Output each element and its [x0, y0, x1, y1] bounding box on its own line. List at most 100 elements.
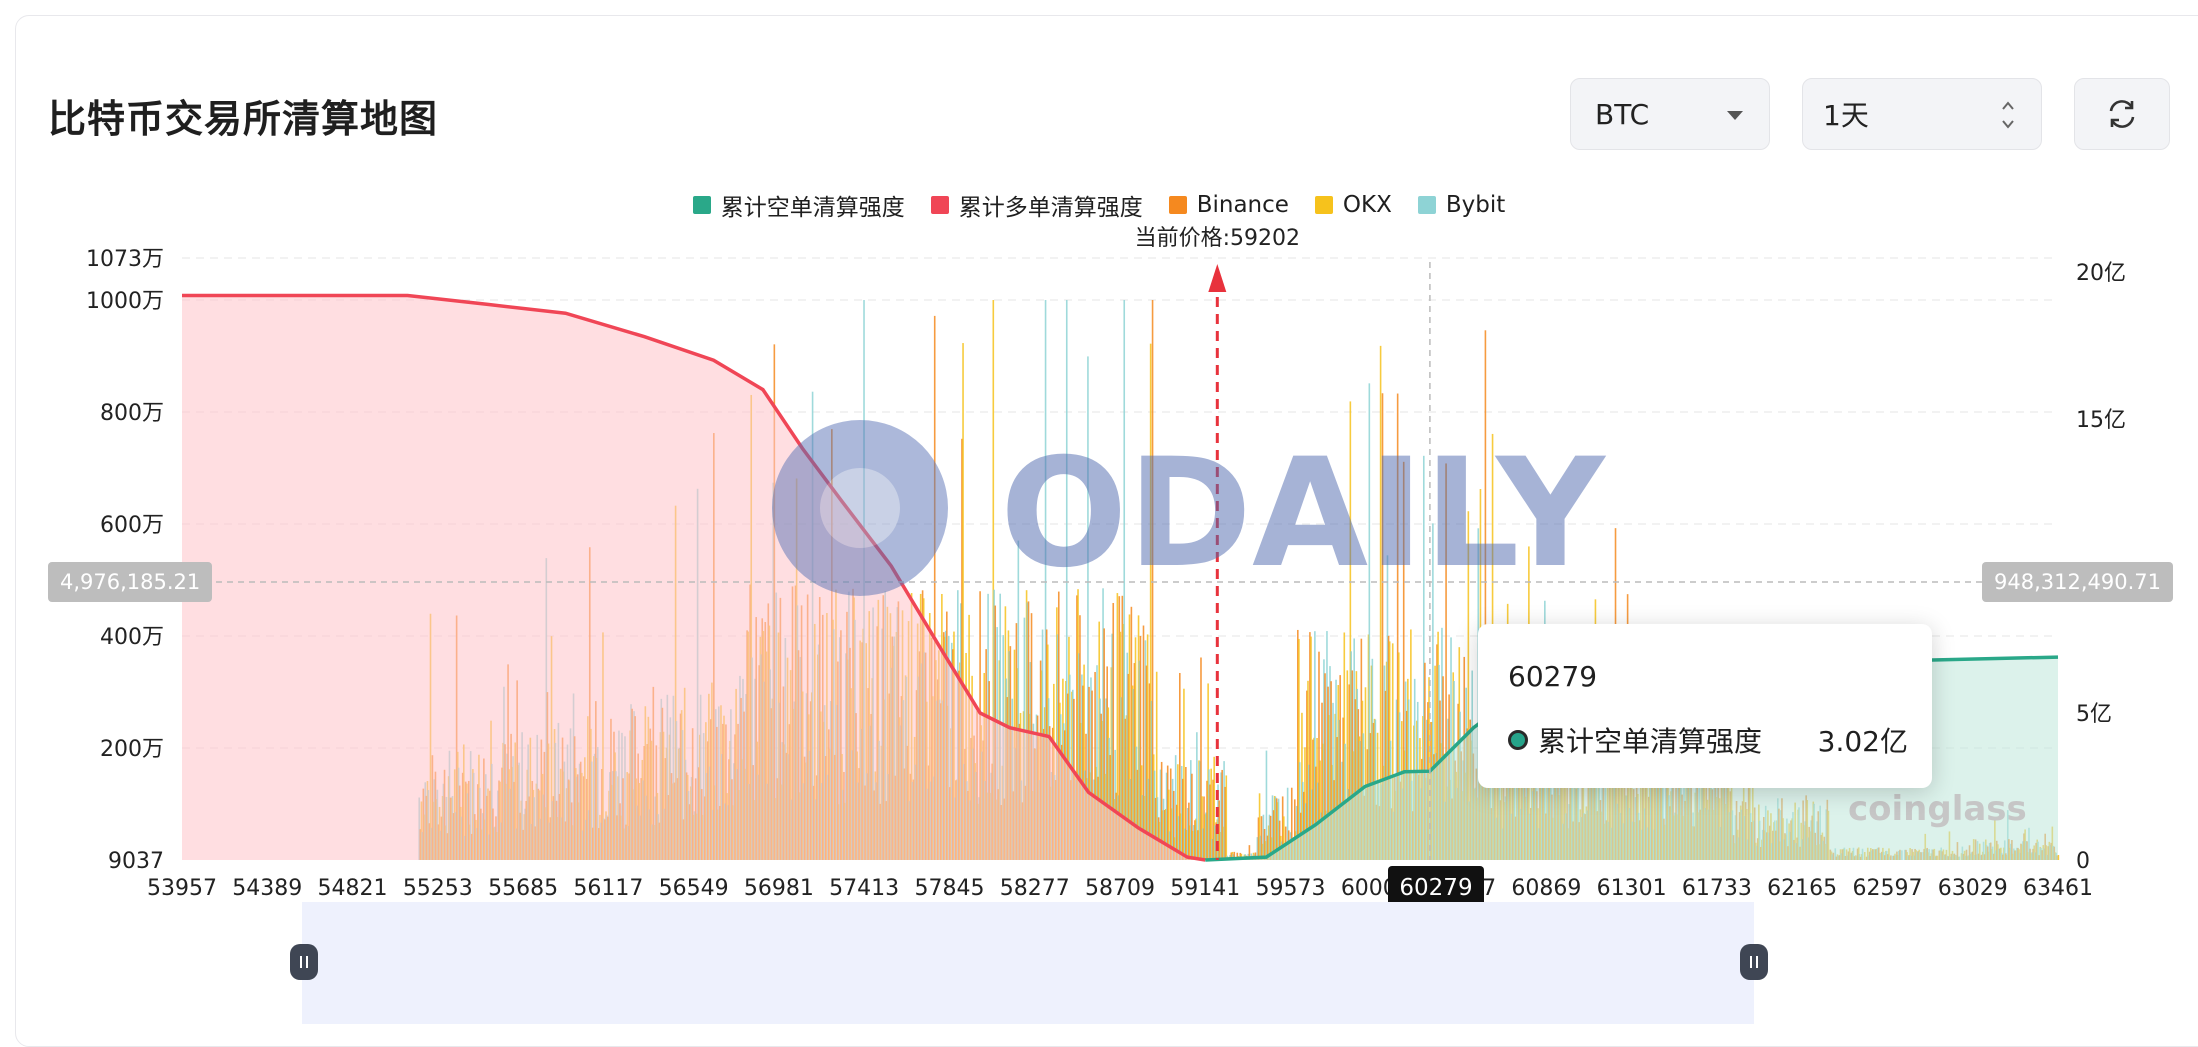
cumulative-long-area: [182, 295, 1206, 860]
bar-binance: [1082, 685, 1084, 860]
bar-okx: [1119, 631, 1122, 860]
bar-binance: [1121, 595, 1124, 860]
bar-binance: [1339, 675, 1341, 860]
bar-okx: [1225, 775, 1228, 860]
legend-item-long[interactable]: 累计多单清算强度: [930, 188, 1143, 222]
x-tick: 61301: [1597, 876, 1667, 901]
zoom-handle-left[interactable]: [290, 944, 318, 980]
bar-binance: [1185, 767, 1187, 860]
bar-bybit: [1223, 761, 1225, 860]
x-tick: 53957: [147, 876, 217, 901]
x-tick: 58709: [1085, 876, 1155, 901]
bar-bybit: [1268, 814, 1271, 860]
bar-binance: [1348, 684, 1351, 860]
x-tick: 59141: [1170, 876, 1240, 901]
tooltip-series: 累计空单清算强度: [1538, 725, 1763, 758]
legend-item-okx[interactable]: OKX: [1314, 188, 1392, 222]
bar-okx: [1137, 615, 1140, 860]
bar-binance: [933, 315, 936, 860]
bar-binance: [1163, 810, 1166, 860]
bar-okx: [1168, 789, 1170, 860]
bar-binance: [1342, 717, 1344, 860]
bar-bybit: [1174, 755, 1177, 860]
bar-binance: [1212, 779, 1214, 860]
liquidation-chart: 1073万 1000万 800万 600万 400万 200万 9037 20亿 15亿 5亿 0 5…: [86, 226, 2126, 901]
bar-bybit: [1114, 749, 1116, 860]
zoom-slider[interactable]: [302, 902, 1754, 1024]
bar-okx: [1192, 830, 1194, 860]
legend-label: OKX: [1342, 192, 1392, 218]
bar-binance: [1127, 673, 1130, 860]
bar-okx: [1298, 638, 1300, 860]
series-dot-icon: [1508, 730, 1528, 750]
bar-binance: [1484, 330, 1487, 860]
bar-binance: [1148, 683, 1151, 860]
bar-okx: [1164, 808, 1167, 860]
bar-bybit: [1102, 588, 1104, 860]
page-title: 比特币交易所清算地图: [48, 97, 439, 141]
overlay: 当前价格:59202 ODAILY coinglass: [150, 226, 2027, 860]
bar-bybit: [1335, 679, 1337, 860]
bar-bybit: [1156, 797, 1159, 860]
tooltip-value: 3.02亿: [1817, 725, 1908, 758]
coin-select[interactable]: BTC: [1570, 78, 1770, 150]
bar-binance: [1218, 800, 1220, 860]
bar-okx: [1316, 738, 1318, 860]
y-left-tick: 800万: [100, 401, 164, 426]
bar-okx: [992, 300, 995, 860]
bar-bybit: [1211, 838, 1213, 860]
zoom-handle-right[interactable]: [1740, 944, 1768, 980]
bar-binance: [1351, 670, 1354, 860]
x-tick: 56981: [744, 876, 814, 901]
legend-item-short[interactable]: 累计空单清算强度: [692, 188, 905, 222]
x-tick: 61733: [1682, 876, 1752, 901]
bar-okx: [1367, 634, 1370, 860]
bar-bybit: [1171, 778, 1174, 860]
bar-binance: [1233, 851, 1236, 860]
bar-okx: [1258, 793, 1261, 860]
legend-item-binance[interactable]: Binance: [1168, 188, 1289, 222]
x-tick: 57845: [914, 876, 984, 901]
bar-okx: [1219, 832, 1222, 860]
bar-okx: [1222, 826, 1225, 860]
bar-bybit: [1311, 789, 1313, 860]
bar-binance: [1318, 651, 1320, 860]
bar-binance: [1194, 820, 1196, 860]
bar-binance: [1169, 768, 1172, 860]
chart-tooltip: 60279 累计空单清算强度 3.02亿: [1478, 624, 1932, 788]
bar-bybit: [1199, 761, 1201, 860]
bar-binance: [1303, 791, 1305, 860]
bar-bybit: [1353, 638, 1355, 860]
legend-label: 累计空单清算强度: [720, 195, 905, 221]
bar-okx: [1083, 664, 1085, 860]
y-left-tick: 9037: [108, 849, 164, 874]
bar-binance: [1188, 802, 1190, 860]
x-tick: 60869: [1511, 876, 1581, 901]
bar-okx: [1328, 715, 1330, 860]
bar-okx: [1110, 667, 1113, 860]
bar-okx: [1337, 685, 1340, 860]
bar-binance: [1381, 393, 1384, 860]
bar-binance: [1266, 835, 1269, 860]
bar-okx: [1270, 837, 1273, 860]
bar-okx: [1361, 700, 1364, 860]
bar-okx: [1310, 636, 1312, 860]
bar-okx: [1304, 747, 1306, 860]
x-tick: 57413: [829, 876, 899, 901]
bar-okx: [1388, 641, 1391, 860]
legend-item-bybit[interactable]: Bybit: [1417, 188, 1505, 222]
y-left-tick: 1000万: [86, 289, 164, 314]
bar-binance: [1402, 461, 1405, 860]
bar-binance: [1206, 780, 1208, 860]
bar-bybit: [1044, 300, 1047, 860]
refresh-button[interactable]: [2074, 78, 2170, 150]
bar-binance: [1191, 773, 1193, 860]
bar-okx: [1201, 796, 1203, 860]
bar-okx: [1385, 661, 1388, 860]
bar-bybit: [1323, 659, 1325, 860]
bar-okx: [1407, 678, 1409, 860]
bar-okx: [1313, 737, 1315, 860]
range-select[interactable]: 1天: [1802, 78, 2042, 150]
bar-bybit: [1111, 633, 1113, 860]
bar-binance: [1182, 778, 1184, 860]
